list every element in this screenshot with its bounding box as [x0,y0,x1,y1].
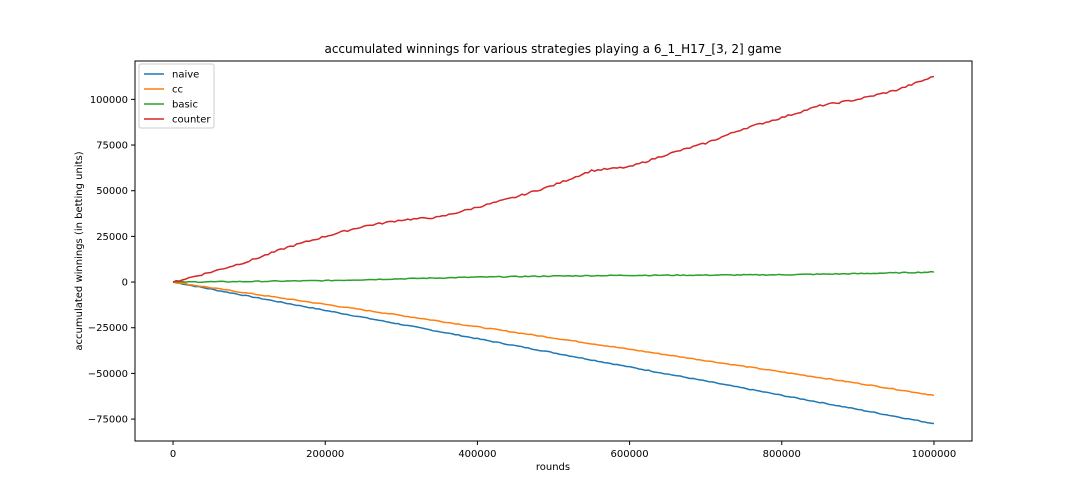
y-tick-label: −50000 [88,369,128,380]
series-line-counter [172,75,935,283]
x-axis-label: rounds [536,462,570,473]
series-line-basic [173,270,935,284]
legend-label-naive: naive [172,70,199,81]
x-tick-label: 800000 [763,449,801,460]
legend-label-basic: basic [172,100,198,111]
x-tick-label: 400000 [458,449,496,460]
chart-title: accumulated winnings for various strateg… [324,42,781,56]
series-line-naive [172,281,935,425]
y-axis-label: accumulated winnings (in betting units) [74,151,85,350]
legend: naive cc basic counter [138,63,215,129]
y-tick-label: −25000 [88,323,128,334]
legend-box [138,63,215,129]
legend-label-cc: cc [172,85,183,96]
plot-area-frame [134,60,973,442]
y-tick-label: 50000 [96,186,128,197]
y-tick-label: 75000 [96,141,128,152]
x-tick-label: 0 [170,449,176,460]
y-tick-label: 25000 [96,232,128,243]
x-tick-label: 600000 [610,449,648,460]
y-tick-label: −75000 [88,415,128,426]
x-tick-label: 1000000 [912,449,957,460]
legend-label-counter: counter [172,115,211,126]
x-tick-label: 200000 [306,449,344,460]
y-tick-label: 100000 [90,95,128,106]
series-line-cc [172,281,935,397]
y-tick-label: 0 [122,278,128,289]
